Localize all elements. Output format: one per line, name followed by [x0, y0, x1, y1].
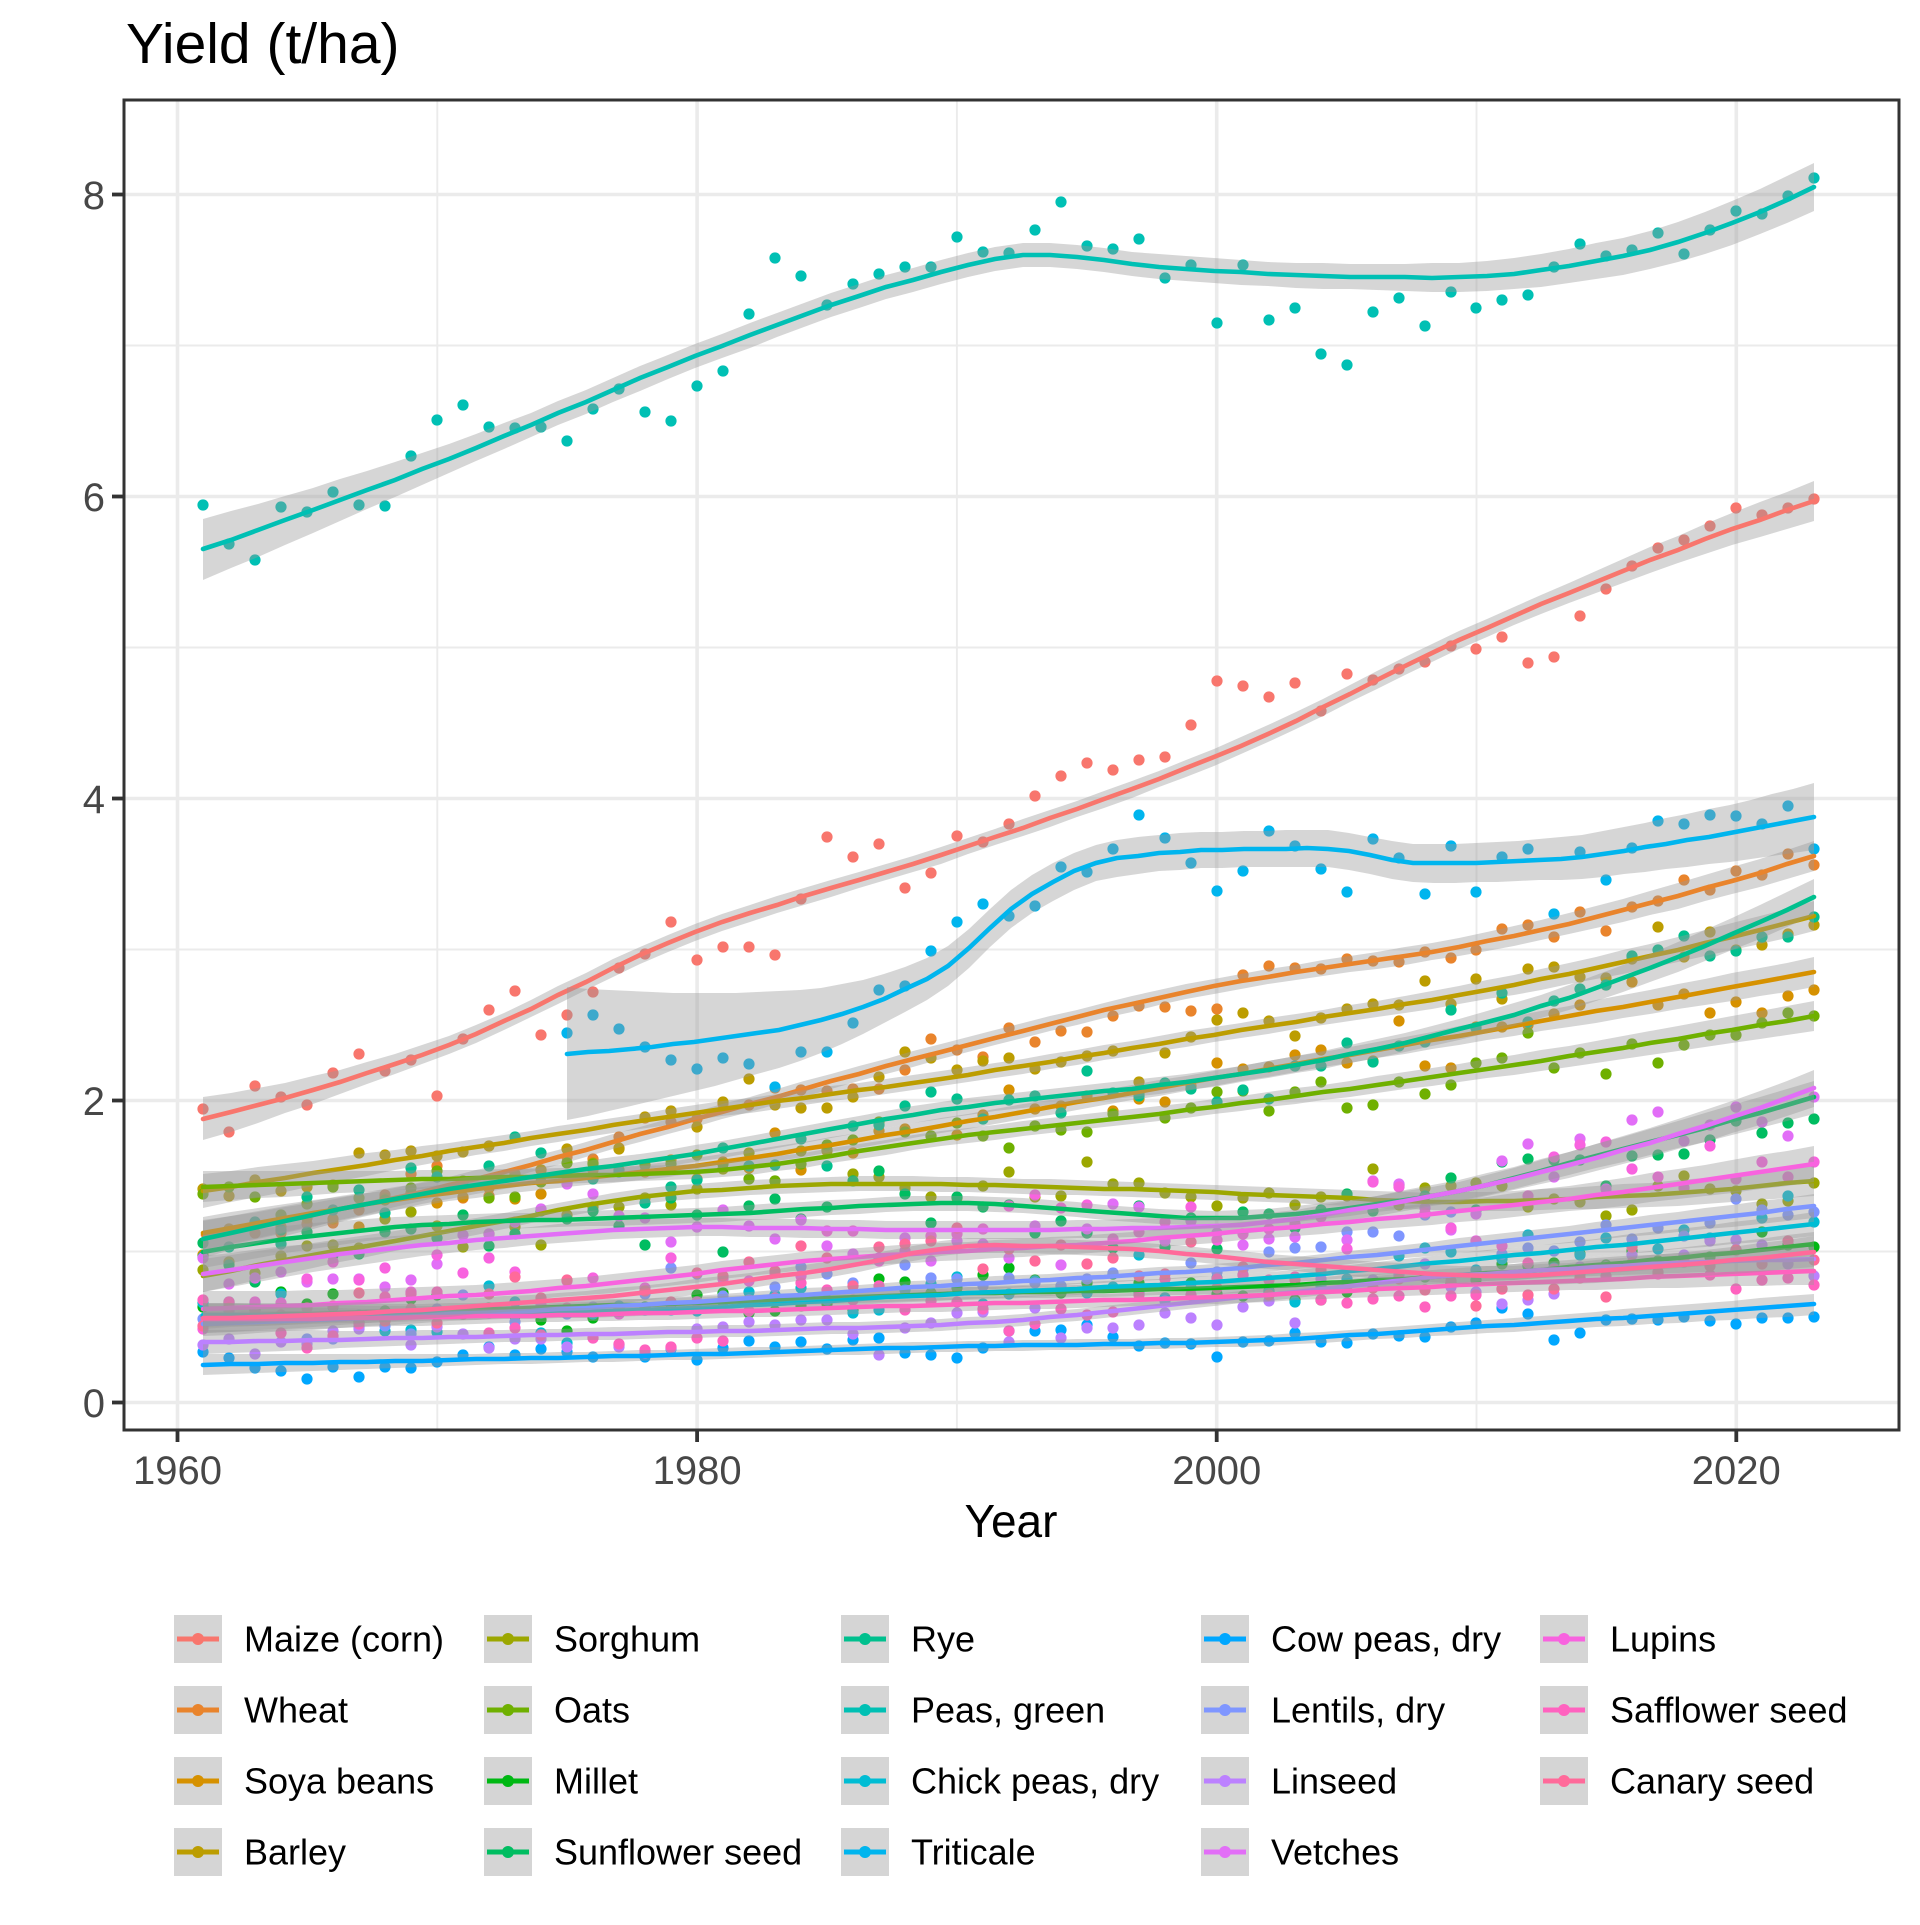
svg-text:4: 4: [83, 778, 105, 822]
svg-text:Lentils, dry: Lentils, dry: [1271, 1690, 1445, 1731]
svg-text:Oats: Oats: [554, 1690, 630, 1731]
svg-text:Vetches: Vetches: [1271, 1832, 1399, 1873]
svg-text:1980: 1980: [653, 1449, 742, 1493]
svg-text:Chick peas, dry: Chick peas, dry: [911, 1761, 1159, 1802]
svg-text:Millet: Millet: [554, 1761, 638, 1802]
svg-text:8: 8: [83, 174, 105, 218]
svg-text:Canary seed: Canary seed: [1610, 1761, 1814, 1802]
svg-text:Wheat: Wheat: [244, 1690, 348, 1731]
svg-text:Soya beans: Soya beans: [244, 1761, 434, 1802]
svg-text:Triticale: Triticale: [911, 1832, 1036, 1873]
svg-text:Maize (corn): Maize (corn): [244, 1619, 444, 1660]
svg-text:Cow peas, dry: Cow peas, dry: [1271, 1619, 1501, 1660]
svg-text:0: 0: [83, 1382, 105, 1426]
svg-text:2: 2: [83, 1080, 105, 1124]
svg-text:2000: 2000: [1172, 1449, 1261, 1493]
svg-text:Lupins: Lupins: [1610, 1619, 1716, 1660]
svg-text:Peas, green: Peas, green: [911, 1690, 1105, 1731]
svg-text:Safflower seed: Safflower seed: [1610, 1690, 1847, 1731]
svg-text:1960: 1960: [133, 1449, 222, 1493]
svg-text:Rye: Rye: [911, 1619, 975, 1660]
svg-text:Barley: Barley: [244, 1832, 346, 1873]
svg-text:Yield (t/ha): Yield (t/ha): [126, 12, 400, 76]
svg-text:Sunflower seed: Sunflower seed: [554, 1832, 802, 1873]
svg-text:Sorghum: Sorghum: [554, 1619, 700, 1660]
svg-text:6: 6: [83, 476, 105, 520]
svg-text:Linseed: Linseed: [1271, 1761, 1397, 1802]
svg-text:Year: Year: [965, 1495, 1058, 1547]
svg-text:2020: 2020: [1692, 1449, 1781, 1493]
